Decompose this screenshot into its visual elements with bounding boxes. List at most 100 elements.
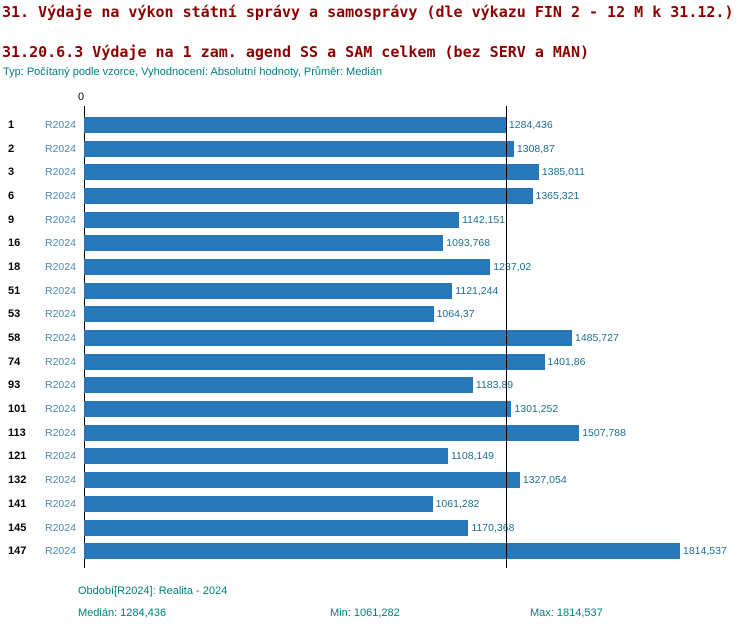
chart-row: 74 R2024 1401,86 [0, 350, 750, 374]
row-period-label: R2024 [45, 118, 76, 131]
chart-row: 2 R2024 1308,87 [0, 137, 750, 161]
bar-value-label: 1327,054 [522, 474, 567, 487]
bar-value-label: 1064,37 [436, 308, 475, 321]
row-category-label: 101 [8, 403, 27, 416]
bar-area: 1093,768 [84, 231, 750, 255]
chart-row: 51 R2024 1121,244 [0, 279, 750, 303]
chart-rows: 1 R2024 1284,436 2 R2024 1308,87 3 R2024 1385,01… [0, 113, 750, 563]
indicator-subtitle: 31.20.6.3 Výdaje na 1 zam. agend SS a SA… [2, 43, 589, 61]
row-period-label: R2024 [45, 166, 76, 179]
row-category-label: 145 [8, 521, 27, 534]
bar-area: 1308,87 [84, 137, 750, 161]
bar-area: 1284,436 [84, 113, 750, 137]
bar-area: 1061,282 [84, 492, 750, 516]
row-period-label: R2024 [45, 426, 76, 439]
bar-area: 1385,011 [84, 160, 750, 184]
bar-area: 1121,244 [84, 279, 750, 303]
value-bar [84, 401, 512, 418]
value-bar [84, 495, 433, 512]
chart-row: 3 R2024 1385,011 [0, 160, 750, 184]
row-category-label: 18 [8, 260, 21, 273]
bar-value-label: 1507,788 [582, 426, 626, 439]
report-title: 31. Výdaje na výkon státní správy a samo… [2, 3, 734, 21]
value-bar [84, 353, 545, 370]
row-period-label: R2024 [45, 142, 76, 155]
bar-area: 1183,89 [84, 374, 750, 398]
bar-value-label: 1237,02 [493, 260, 532, 273]
bar-area: 1237,02 [84, 255, 750, 279]
value-bar [84, 306, 434, 323]
row-category-label: 3 [8, 166, 15, 179]
bar-area: 1365,321 [84, 184, 750, 208]
row-period-label: R2024 [45, 379, 76, 392]
value-bar [84, 140, 514, 157]
row-category-label: 6 [8, 189, 15, 202]
row-period-label: R2024 [45, 189, 76, 202]
chart-row: 58 R2024 1485,727 [0, 326, 750, 350]
period-label: Období[R2024]: Realita - 2024 [78, 585, 228, 597]
max-stat: Max: 1814,537 [530, 607, 603, 619]
value-bar [84, 187, 533, 204]
chart-row: 101 R2024 1301,252 [0, 397, 750, 421]
row-period-label: R2024 [45, 308, 76, 321]
row-category-label: 53 [8, 308, 21, 321]
row-category-label: 93 [8, 379, 21, 392]
row-period-label: R2024 [45, 237, 76, 250]
value-bar [84, 258, 491, 275]
row-category-label: 9 [8, 213, 15, 226]
row-period-label: R2024 [45, 284, 76, 297]
bar-value-label: 1170,368 [471, 521, 515, 534]
bar-area: 1507,788 [84, 421, 750, 445]
bar-value-label: 1183,89 [475, 379, 514, 392]
value-bar [84, 472, 520, 489]
x-axis-zero-label: 0 [78, 91, 85, 103]
row-period-label: R2024 [45, 450, 76, 463]
bar-area: 1108,149 [84, 445, 750, 469]
bar-value-label: 1142,151 [462, 213, 506, 226]
chart-row: 18 R2024 1237,02 [0, 255, 750, 279]
chart-row: 1 R2024 1284,436 [0, 113, 750, 137]
row-period-label: R2024 [45, 260, 76, 273]
bar-value-label: 1814,537 [683, 545, 727, 558]
row-category-label: 74 [8, 355, 21, 368]
bar-value-label: 1401,86 [547, 355, 586, 368]
bar-area: 1814,537 [84, 539, 750, 563]
chart-row: 53 R2024 1064,37 [0, 303, 750, 327]
chart-row: 9 R2024 1142,151 [0, 208, 750, 232]
row-category-label: 1 [8, 118, 15, 131]
value-bar [84, 377, 473, 394]
value-bar [84, 448, 448, 465]
value-bar [84, 164, 539, 181]
bar-area: 1327,054 [84, 468, 750, 492]
chart-row: 132 R2024 1327,054 [0, 468, 750, 492]
bar-area: 1064,37 [84, 303, 750, 327]
chart-row: 93 R2024 1183,89 [0, 374, 750, 398]
value-bar [84, 235, 444, 252]
row-category-label: 51 [8, 284, 21, 297]
bar-value-label: 1365,321 [535, 189, 580, 202]
bar-area: 1170,368 [84, 516, 750, 540]
bar-area: 1142,151 [84, 208, 750, 232]
row-category-label: 121 [8, 450, 27, 463]
chart-row: 145 R2024 1170,368 [0, 516, 750, 540]
median-line [505, 106, 507, 568]
min-stat: Min: 1061,282 [330, 607, 400, 619]
value-bar [84, 211, 460, 228]
chart-row: 141 R2024 1061,282 [0, 492, 750, 516]
chart-row: 113 R2024 1507,788 [0, 421, 750, 445]
bar-area: 1301,252 [84, 397, 750, 421]
row-category-label: 16 [8, 237, 21, 250]
row-category-label: 58 [8, 332, 21, 345]
value-bar [84, 282, 453, 299]
row-period-label: R2024 [45, 332, 76, 345]
row-period-label: R2024 [45, 403, 76, 416]
row-category-label: 2 [8, 142, 15, 155]
bar-value-label: 1301,252 [514, 403, 559, 416]
bar-value-label: 1061,282 [435, 497, 480, 510]
row-period-label: R2024 [45, 213, 76, 226]
row-period-label: R2024 [45, 545, 76, 558]
row-category-label: 113 [8, 426, 26, 439]
row-category-label: 147 [8, 545, 27, 558]
value-bar [84, 543, 680, 560]
bar-value-label: 1485,727 [575, 332, 619, 345]
